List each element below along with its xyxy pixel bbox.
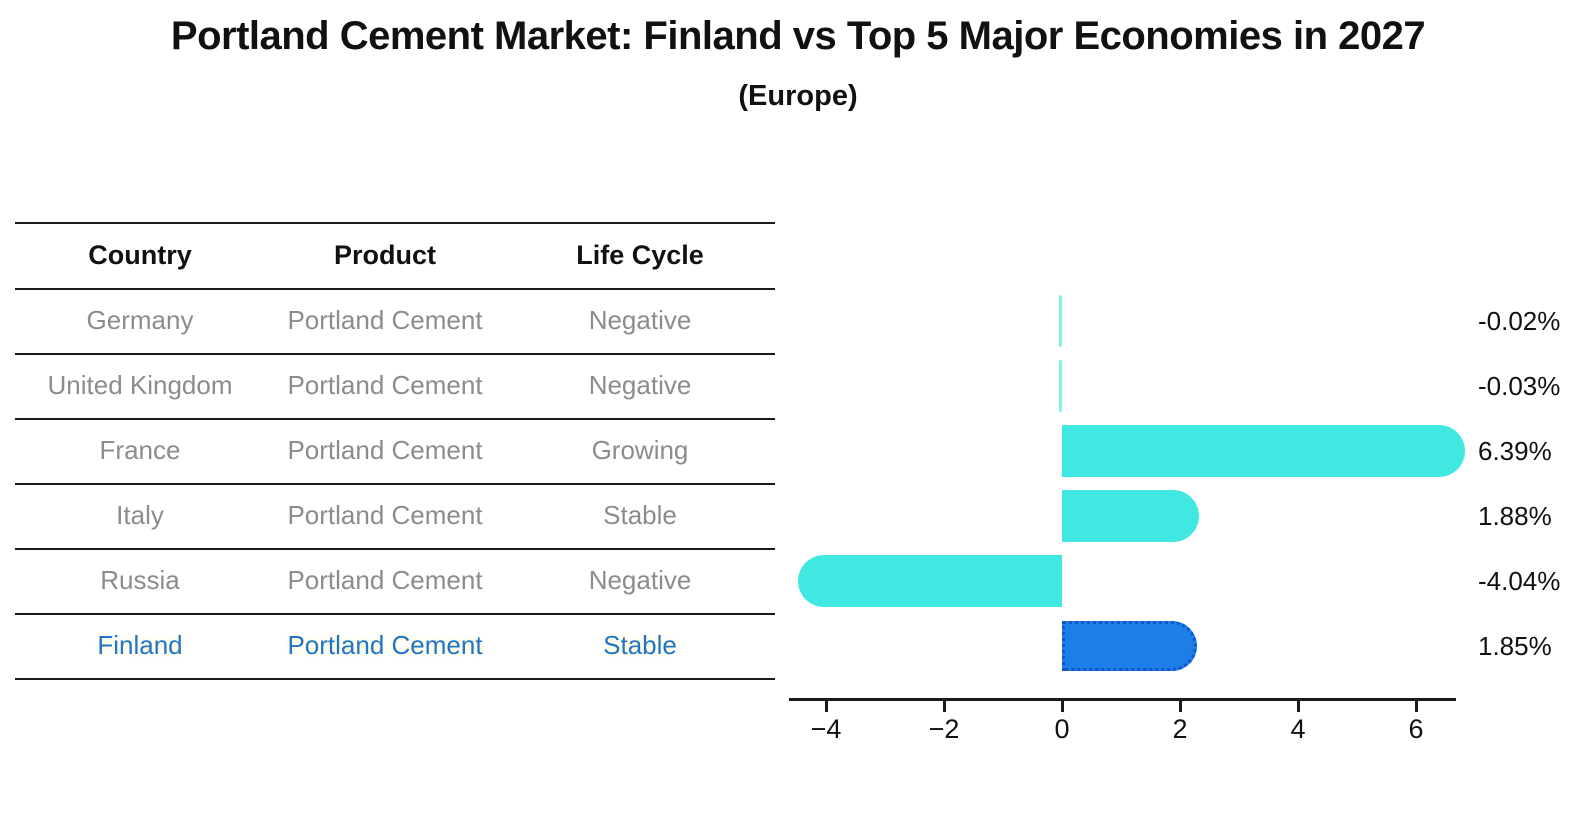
table-rule	[15, 613, 775, 615]
x-axis-tick-label: 0	[1054, 714, 1070, 744]
table-cell-united-kingdom-product: Portland Cement	[287, 370, 483, 400]
x-axis-tick-label: −2	[928, 714, 960, 744]
table-cell-germany-country: Germany	[86, 305, 194, 335]
x-axis-tick-label: 6	[1408, 714, 1424, 744]
table-cell-france-country: France	[99, 435, 181, 465]
value-label-germany: -0.02%	[1478, 305, 1561, 336]
table-rule	[15, 418, 775, 420]
x-axis-line	[789, 698, 1456, 701]
x-axis-tick	[825, 701, 828, 712]
bar-united-kingdom	[1059, 359, 1062, 412]
table-cell-italy-life_cycle: Stable	[603, 500, 677, 530]
value-label-finland: 1.85%	[1478, 630, 1552, 661]
table-cell-italy-country: Italy	[116, 500, 164, 530]
bar-france	[1062, 424, 1465, 477]
table-rule	[15, 678, 775, 680]
x-axis-tick-label: 4	[1290, 714, 1306, 744]
table-cell-france-product: Portland Cement	[287, 435, 483, 465]
x-axis-tick	[1297, 701, 1300, 712]
x-axis-tick	[1061, 701, 1064, 712]
bar-russia	[797, 554, 1062, 607]
table-cell-germany-product: Portland Cement	[287, 305, 483, 335]
table-cell-italy-product: Portland Cement	[287, 500, 483, 530]
x-axis-tick-label: 2	[1172, 714, 1188, 744]
table-header-life-cycle: Life Cycle	[576, 240, 704, 270]
value-label-russia: -4.04%	[1478, 565, 1561, 596]
bar-finland	[1062, 620, 1198, 671]
table-cell-united-kingdom-life_cycle: Negative	[588, 370, 692, 400]
table-header-country: Country	[88, 240, 192, 270]
table-header-product: Product	[333, 240, 436, 270]
table-cell-russia-life_cycle: Negative	[588, 565, 692, 595]
table-cell-finland-life_cycle: Stable	[603, 630, 677, 660]
table-cell-russia-product: Portland Cement	[287, 565, 483, 595]
table-rule	[15, 548, 775, 550]
value-label-france: 6.39%	[1478, 435, 1552, 466]
value-label-united-kingdom: -0.03%	[1478, 370, 1561, 401]
bar-italy	[1062, 489, 1199, 542]
x-axis-tick	[1415, 701, 1418, 712]
x-axis-tick	[1179, 701, 1182, 712]
table-cell-france-life_cycle: Growing	[591, 435, 689, 465]
table-cell-finland-country: Finland	[97, 630, 183, 660]
table-cell-united-kingdom-country: United Kingdom	[47, 370, 233, 400]
value-label-italy: 1.88%	[1478, 500, 1552, 531]
table-rule	[15, 222, 775, 224]
bar-germany	[1059, 294, 1062, 347]
x-axis-tick-label: −4	[810, 714, 842, 744]
table-cell-germany-life_cycle: Negative	[588, 305, 692, 335]
table-rule	[15, 353, 775, 355]
table-cell-finland-product: Portland Cement	[287, 630, 483, 660]
table-rule	[15, 288, 775, 290]
x-axis-tick	[943, 701, 946, 712]
chart-title: Portland Cement Market: Finland vs Top 5…	[170, 14, 1426, 58]
table-rule	[15, 483, 775, 485]
chart-subtitle: (Europe)	[738, 80, 858, 112]
table-cell-russia-country: Russia	[100, 565, 180, 595]
